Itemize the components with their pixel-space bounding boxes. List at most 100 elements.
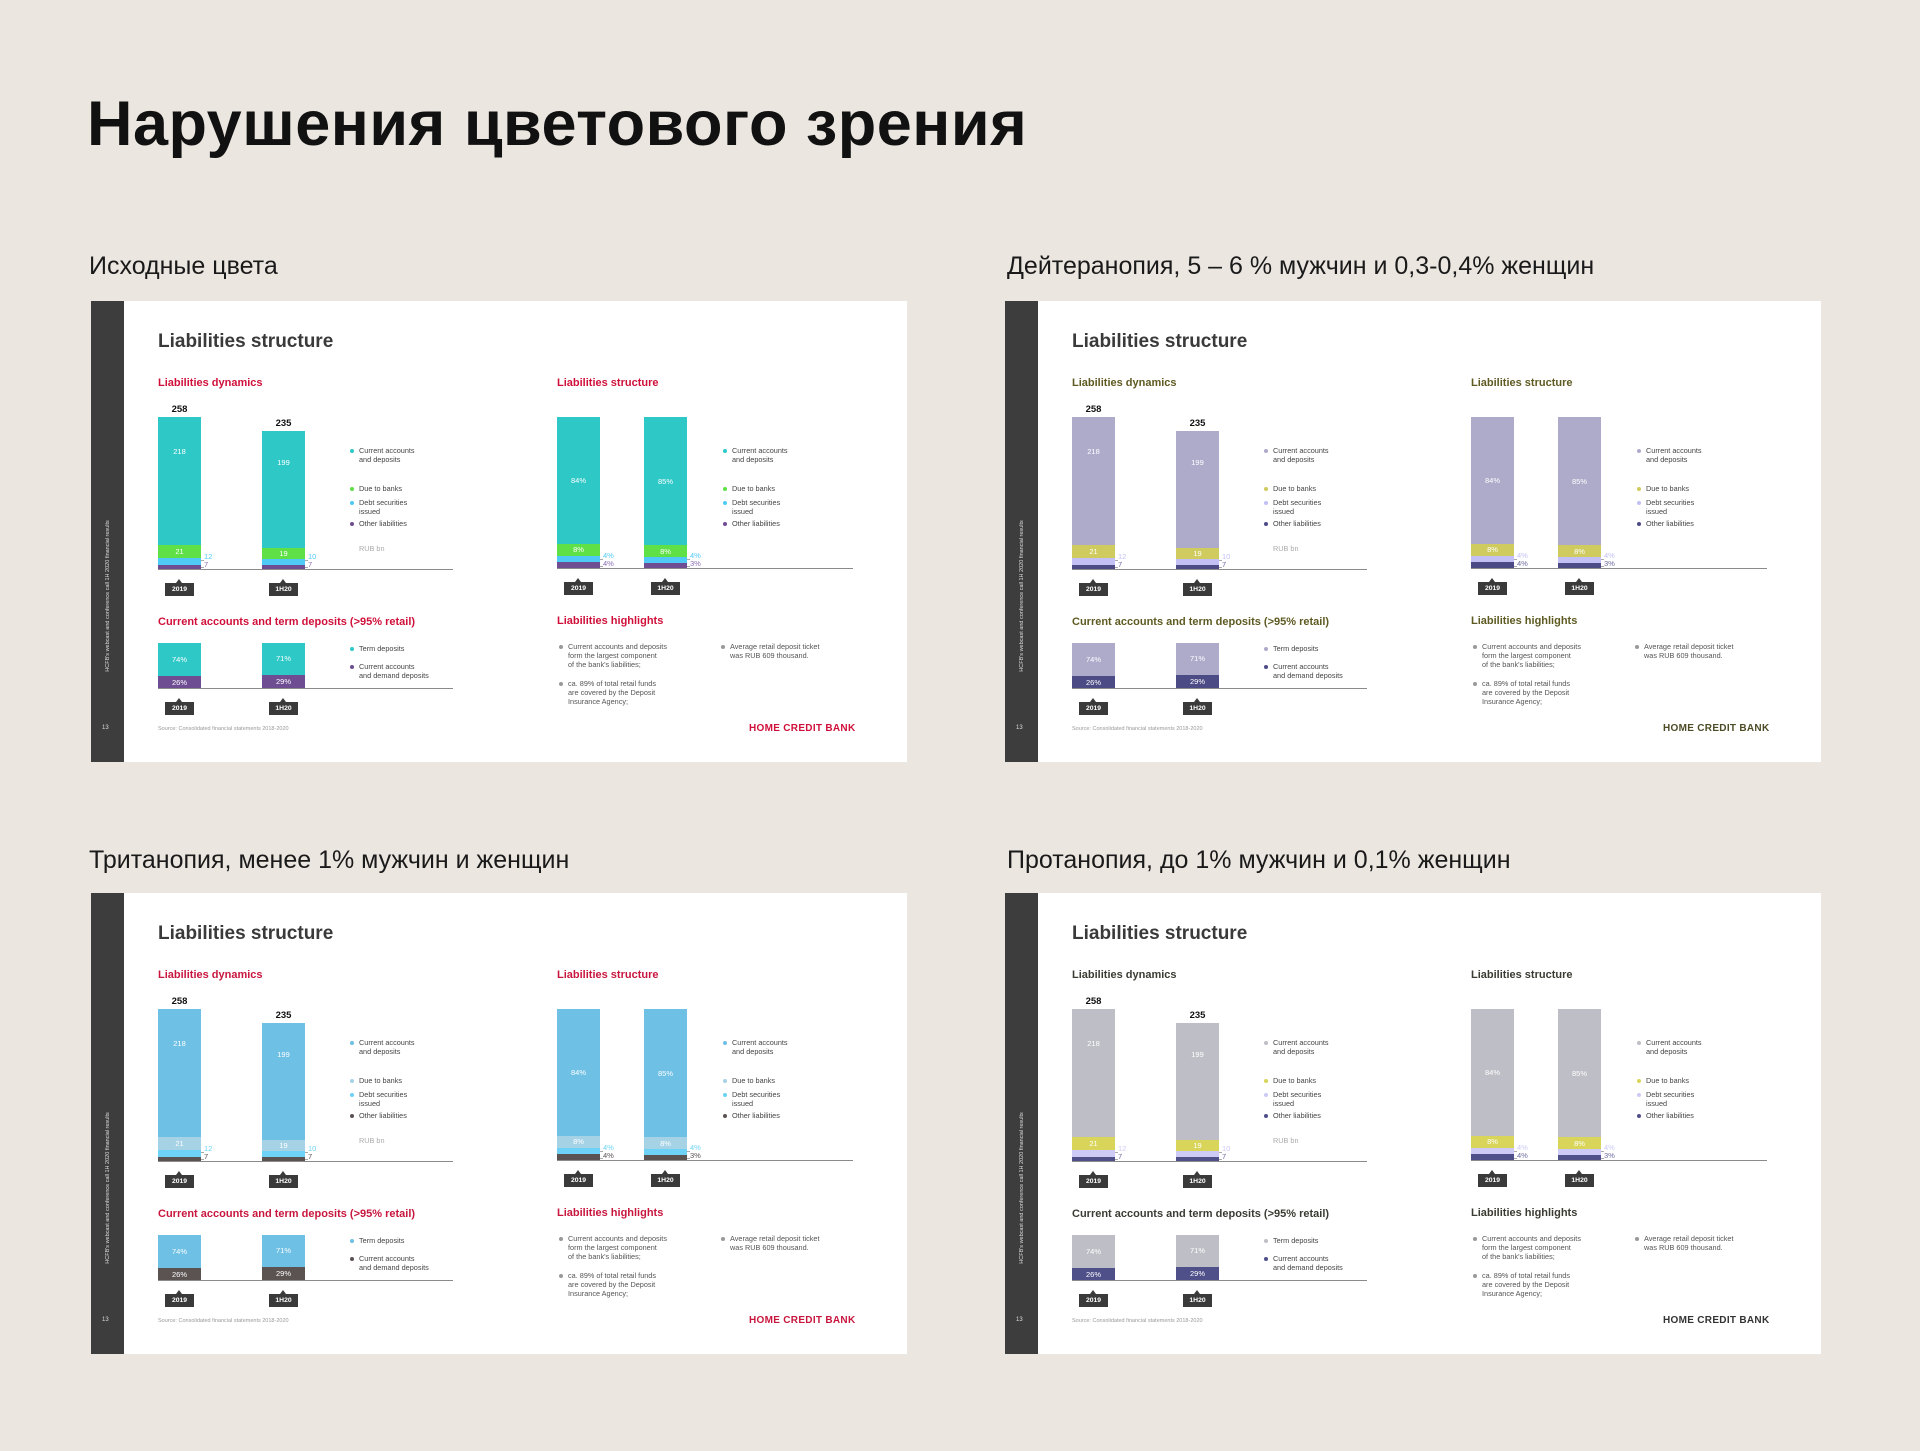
bar-segment: 29% [262,1266,305,1280]
legend-item: Term deposits [350,644,405,653]
bar-segment: 26% [1072,1268,1115,1280]
variant-label: Дейтеранопия, 5 – 6 % мужчин и 0,3-0,4% … [1007,252,1595,280]
legend-dot-icon [723,1092,727,1097]
bar-segment: 84% [1471,1009,1514,1136]
legend-label: Due to banks [1273,484,1316,493]
legend-label: Debt securities issued [1646,498,1695,516]
bar-side-label: 4% [603,551,614,560]
bar-side-label: 7 [1118,1152,1123,1161]
legend-label: Current accounts and deposits [732,1038,788,1056]
bar-segment: 199 [1176,1022,1219,1140]
legend-dot-icon [1264,1040,1268,1045]
bar-side-label: 7 [308,1152,313,1161]
bar-segment: 19 [262,1139,305,1151]
year-tag: 2019 [1079,1171,1108,1188]
legend-label: Term deposits [359,644,405,653]
bullet-text: Current accounts and deposits form the l… [568,642,667,669]
bar-segment [557,1153,600,1160]
dynamics-heading: Liabilities dynamics [1072,377,1177,389]
legend-dot-icon [1264,1113,1268,1118]
legend-item: Current accounts and deposits [1637,446,1702,464]
legend-dot-icon [350,1092,354,1097]
bar-value-label: 21 [175,547,184,557]
slide-sidebar [1005,301,1038,762]
bar-segment [557,555,600,562]
highlight-bullet: ca. 89% of total retail funds are covere… [559,1271,656,1298]
legend-dot-icon [1264,521,1268,526]
leader-line [1514,1151,1517,1152]
legend-item: Term deposits [1264,644,1318,653]
bar-value-label: 74% [171,655,187,665]
legend-label: Current accounts and demand deposits [359,1254,429,1272]
leader-line [687,559,690,560]
bar-value-label: 19 [279,548,288,558]
leader-line [201,560,204,561]
bar-segment: 218 [158,1009,201,1138]
bar-segment [1471,1153,1514,1160]
bar-segment: 84% [1471,417,1514,544]
bar-value-label: 8% [1574,1138,1585,1148]
leader-line [687,1158,690,1159]
legend-dot-icon [723,448,727,453]
bar-side-label: 4% [1517,1151,1528,1160]
slide-title: Liabilities structure [158,923,334,944]
legend-dot-icon [723,1078,727,1083]
bar-side-label: 7 [1222,1152,1227,1161]
bullet-dot-icon [1635,644,1639,649]
bar-value-label: 218 [173,447,186,457]
legend-dot-icon [350,646,354,651]
bar-segment: 74% [158,643,201,677]
bar-total-label: 235 [275,1009,292,1021]
legend-dot-icon [723,1113,727,1118]
legend-item: Current accounts and demand deposits [350,662,429,680]
bar-side-label: 10 [1222,552,1231,561]
structure-heading: Liabilities structure [1471,377,1573,389]
legend-item: Due to banks [1637,484,1689,493]
legend-item: Other liabilities [350,1111,407,1120]
legend-dot-icon [1637,521,1641,526]
highlight-bullet: Average retail deposit ticket was RUB 60… [1635,642,1734,660]
legend-dot-icon [1264,500,1268,505]
bar-value-label: 85% [657,1068,673,1078]
legend-dot-icon [350,1238,354,1243]
bar-side-label: 4% [603,1143,614,1152]
legend-item: Other liabilities [1637,519,1694,528]
highlight-bullet: ca. 89% of total retail funds are covere… [559,679,657,706]
bar-side-label: 12 [204,1144,213,1153]
legend-label: Debt securities issued [359,1090,408,1108]
bar-segment: 199 [262,1022,305,1140]
unit-label: RUB bn [1273,1136,1299,1145]
chart-axis [1072,688,1367,689]
highlight-bullet: Current accounts and deposits form the l… [1473,642,1581,669]
highlights-heading: Liabilities highlights [1471,615,1578,627]
year-tag: 1H20 [1565,578,1594,595]
year-tag: 2019 [1079,698,1108,715]
bar-segment [1471,555,1514,562]
bar-segment [644,557,687,564]
bar-segment [1471,1147,1514,1154]
leader-line [600,559,603,560]
bar-segment: 218 [1072,417,1115,546]
bullet-text: ca. 89% of total retail funds are covere… [568,679,657,706]
bar-segment [1176,558,1219,565]
highlights-heading: Liabilities highlights [1471,1207,1578,1219]
year-tag: 1H20 [269,1171,298,1188]
bar-segment: 21 [1072,545,1115,558]
page-number: 13 [1016,1317,1023,1323]
bar-value-label: 21 [175,1139,184,1149]
bar-segment [1558,1149,1601,1156]
year-tag: 2019 [1478,1170,1507,1187]
year-tag: 1H20 [269,1290,298,1307]
bullet-dot-icon [1473,681,1477,686]
bar-value-label: 8% [1574,546,1585,556]
legend-dot-icon [1264,646,1268,651]
highlights-heading: Liabilities highlights [557,615,664,627]
bar-value-label: 29% [275,1268,291,1278]
year-tag: 1H20 [651,1170,680,1187]
leader-line [1115,560,1118,561]
leader-line [600,1158,603,1159]
bullet-dot-icon [1473,1273,1477,1278]
sidebar-caption: HCFB's webcast and conference call 1H 20… [1019,1112,1025,1264]
bar-segment [262,558,305,565]
legend-dot-icon [1264,1238,1268,1243]
